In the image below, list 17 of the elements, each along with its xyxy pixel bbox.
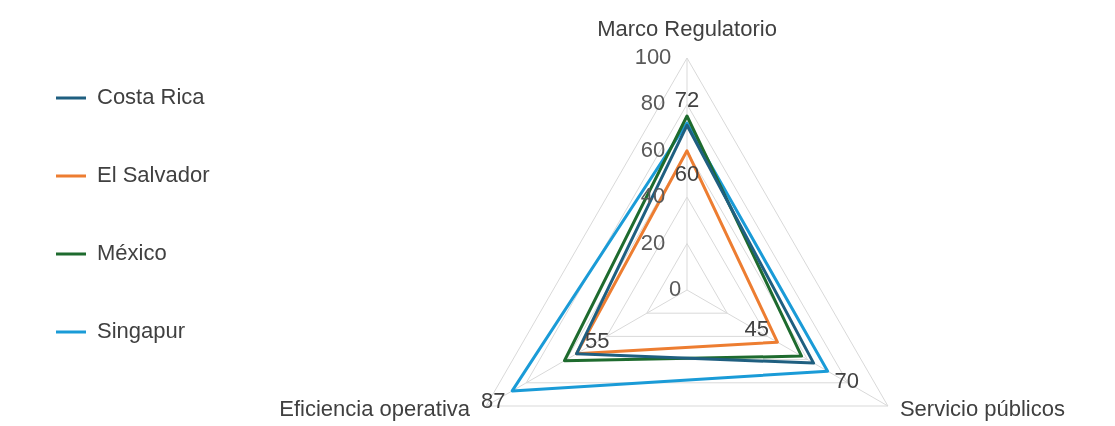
data-label: 70 [834,368,859,394]
data-label: 55 [585,327,610,353]
spoke-label: Eficiencia operativa [279,396,471,422]
spoke-label: Servicio públicos [899,396,1065,422]
legend-label: El Salvador [97,162,210,188]
legend-label: Costa Rica [97,84,206,110]
y-tick-label: 60 [640,136,666,162]
spoke-label: Marco Regulatorio [597,16,777,42]
y-tick-label: 0 [668,276,682,302]
data-label: 72 [674,87,700,113]
y-tick-label: 80 [640,90,666,116]
legend-label: Singapur [97,318,186,344]
legend-label: México [97,240,167,266]
data-label: 87 [480,387,506,413]
data-label: 45 [744,316,769,342]
y-tick-label: 20 [640,229,666,255]
y-tick-label: 100 [634,44,672,70]
